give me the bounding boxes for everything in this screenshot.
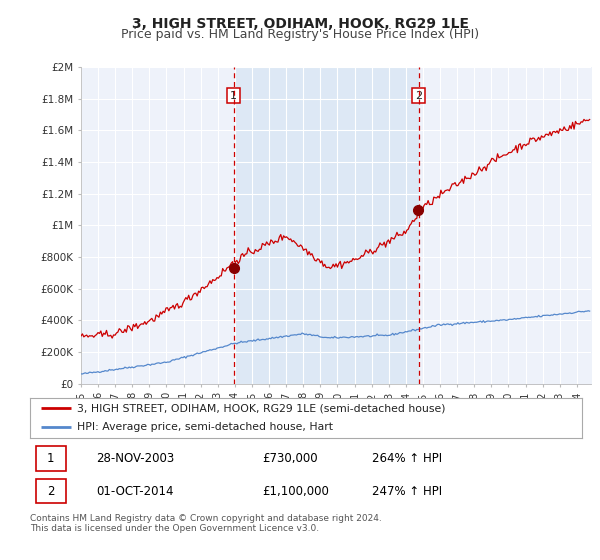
FancyBboxPatch shape [35, 446, 66, 471]
Text: 1: 1 [230, 91, 237, 101]
Bar [233, 67, 419, 384]
Text: 2: 2 [415, 91, 422, 101]
Text: 28-NOV-2003: 28-NOV-2003 [96, 452, 175, 465]
Text: 264% ↑ HPI: 264% ↑ HPI [372, 452, 442, 465]
Text: 01-OCT-2014: 01-OCT-2014 [96, 484, 174, 498]
Text: £1,100,000: £1,100,000 [262, 484, 329, 498]
Text: Price paid vs. HM Land Registry's House Price Index (HPI): Price paid vs. HM Land Registry's House … [121, 28, 479, 41]
Text: 247% ↑ HPI: 247% ↑ HPI [372, 484, 442, 498]
Text: 2: 2 [47, 484, 54, 498]
Text: 1: 1 [47, 452, 54, 465]
Text: £730,000: £730,000 [262, 452, 317, 465]
Text: 3, HIGH STREET, ODIHAM, HOOK, RG29 1LE (semi-detached house): 3, HIGH STREET, ODIHAM, HOOK, RG29 1LE (… [77, 403, 445, 413]
Text: HPI: Average price, semi-detached house, Hart: HPI: Average price, semi-detached house,… [77, 422, 333, 432]
Text: 3, HIGH STREET, ODIHAM, HOOK, RG29 1LE: 3, HIGH STREET, ODIHAM, HOOK, RG29 1LE [131, 17, 469, 31]
FancyBboxPatch shape [35, 479, 66, 503]
Text: Contains HM Land Registry data © Crown copyright and database right 2024.
This d: Contains HM Land Registry data © Crown c… [30, 514, 382, 534]
